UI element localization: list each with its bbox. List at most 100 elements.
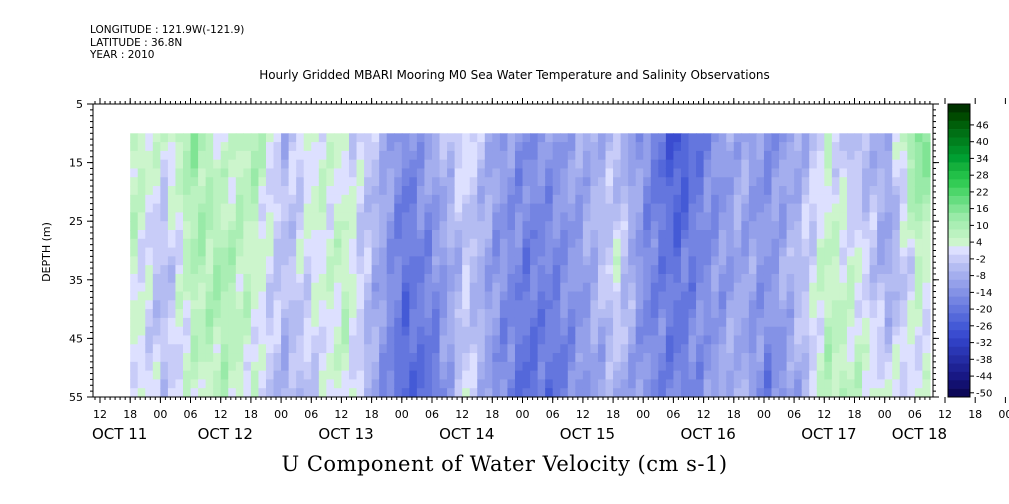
heatmap-cell <box>160 247 169 257</box>
heatmap-cell <box>145 150 154 161</box>
heatmap-cell <box>650 256 659 266</box>
heatmap-cell <box>198 309 207 319</box>
heatmap-cell <box>228 300 237 310</box>
heatmap-cell <box>635 142 644 152</box>
heatmap-cell <box>462 247 471 257</box>
heatmap-cell <box>130 326 139 337</box>
heatmap-cell <box>786 282 795 293</box>
heatmap-cell <box>779 291 788 301</box>
heatmap-cell <box>424 229 433 240</box>
heatmap-cell <box>379 273 388 284</box>
heatmap-cell <box>560 379 569 389</box>
heatmap-cell <box>409 309 418 319</box>
heatmap-cell <box>846 247 856 257</box>
heatmap-cell <box>356 168 365 178</box>
heatmap-cell <box>726 265 735 275</box>
heatmap-cell <box>409 229 418 240</box>
heatmap-cell <box>665 370 675 381</box>
heatmap-cell <box>160 282 169 293</box>
heatmap-cell <box>235 133 244 143</box>
heatmap-cell <box>447 159 456 170</box>
heatmap-cell <box>635 300 644 310</box>
heatmap-cell <box>816 177 825 187</box>
heatmap-cell <box>439 194 448 205</box>
heatmap-cell <box>779 229 788 240</box>
heatmap-cell <box>386 247 395 257</box>
heatmap-cell <box>205 353 214 363</box>
heatmap-cell <box>220 361 229 372</box>
heatmap-cell <box>514 247 524 257</box>
heatmap-cell <box>318 194 327 205</box>
heatmap-cell <box>703 379 712 389</box>
heatmap-cell <box>786 159 795 170</box>
heatmap-cell <box>341 159 350 170</box>
heatmap-cell <box>416 273 426 284</box>
heatmap-cell <box>167 221 177 231</box>
heatmap-cell <box>831 229 841 240</box>
heatmap-cell <box>658 194 667 205</box>
heatmap-cell <box>628 177 637 187</box>
heatmap-cell <box>281 291 290 301</box>
heatmap-cell <box>658 344 667 354</box>
heatmap-cell <box>235 326 244 337</box>
heatmap-cell <box>756 273 765 284</box>
heatmap-cell <box>364 326 373 337</box>
heatmap-cell <box>190 291 199 301</box>
heatmap-cell <box>786 388 795 398</box>
heatmap-cell <box>869 379 878 389</box>
heatmap-cell <box>884 300 893 310</box>
heatmap-cell <box>718 194 727 205</box>
heatmap-cell <box>575 142 584 152</box>
x-tick-label: 18 <box>727 408 741 421</box>
heatmap-cell <box>447 370 456 381</box>
heatmap-cell <box>273 186 282 196</box>
heatmap-cell <box>228 203 237 214</box>
heatmap-cell <box>809 388 818 398</box>
heatmap-cell <box>152 370 161 381</box>
heatmap-cell <box>816 282 825 293</box>
heatmap-cell <box>137 133 146 143</box>
heatmap-cell <box>394 194 403 205</box>
heatmap-cell <box>462 388 471 398</box>
heatmap-cell <box>348 177 358 187</box>
heatmap-cell <box>250 133 260 143</box>
heatmap-cell <box>454 291 463 301</box>
heatmap-cell <box>205 379 214 389</box>
heatmap-cell <box>816 344 825 354</box>
heatmap-cell <box>439 300 448 310</box>
heatmap-cell <box>356 203 365 214</box>
heatmap-cell <box>507 379 516 389</box>
heatmap-cell <box>537 256 546 266</box>
heatmap-cell <box>514 300 524 310</box>
heatmap-cell <box>711 300 720 310</box>
heatmap-cell <box>862 335 871 345</box>
heatmap-cell <box>454 256 463 266</box>
heatmap-cell <box>899 344 908 354</box>
heatmap-cell <box>394 150 403 161</box>
heatmap-cell <box>175 309 184 319</box>
heatmap-cell <box>431 370 441 381</box>
heatmap-cell <box>401 186 410 196</box>
heatmap-cell <box>198 335 207 345</box>
heatmap-cell <box>582 335 592 345</box>
heatmap-cell <box>839 335 848 345</box>
heatmap-cell <box>831 388 841 398</box>
heatmap-cell <box>665 282 675 293</box>
heatmap-cell <box>862 273 871 284</box>
heatmap-cell <box>846 168 856 178</box>
heatmap-cell <box>296 379 305 389</box>
chart-title: Hourly Gridded MBARI Mooring M0 Sea Wate… <box>259 68 770 82</box>
heatmap-cell <box>560 282 569 293</box>
heatmap-cell <box>711 186 720 196</box>
heatmap-cell <box>213 291 222 301</box>
heatmap-cell <box>258 186 267 196</box>
heatmap-cell <box>499 282 509 293</box>
heatmap-cell <box>296 159 305 170</box>
heatmap-cell <box>545 159 554 170</box>
heatmap-cell <box>205 265 214 275</box>
heatmap-cell <box>326 177 335 187</box>
heatmap-cell <box>273 203 282 214</box>
heatmap-cell <box>326 353 335 363</box>
heatmap-cell <box>469 177 478 187</box>
heatmap-cell <box>552 203 561 214</box>
